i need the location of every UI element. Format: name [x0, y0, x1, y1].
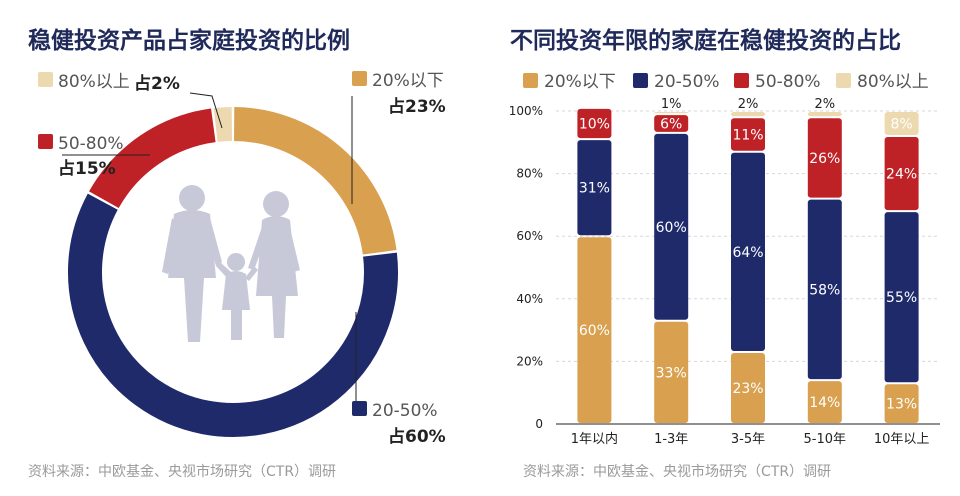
legend-swatch — [734, 73, 749, 88]
bar-segment — [884, 112, 919, 136]
y-tick-label: 100% — [509, 104, 543, 118]
x-tick-label: 10年以上 — [874, 432, 930, 447]
donut-legend-swatch — [352, 401, 367, 416]
bar-value-label: 14% — [809, 395, 840, 411]
donut-legend-swatch — [38, 72, 53, 87]
legend-swatch — [523, 73, 538, 88]
bar-value-label: 10% — [579, 117, 610, 133]
x-tick-label: 5-10年 — [804, 432, 847, 447]
donut-legend-label: 50-80% — [58, 134, 124, 154]
bar-value-label: 60% — [656, 220, 687, 236]
bar-segment — [884, 212, 919, 383]
legend-label: 50-80% — [755, 72, 821, 92]
y-tick-label: 60% — [516, 229, 543, 243]
donut-legend-label: 20%以下 — [372, 71, 444, 91]
bar-value-label: 31% — [579, 181, 610, 197]
x-tick-label: 1年以内 — [571, 431, 618, 447]
donut-slice-4 — [213, 107, 233, 142]
bar-value-label: 26% — [809, 151, 840, 167]
donut-chart-title: 稳健投资产品占家庭投资的比例 — [28, 27, 350, 54]
bar-segment — [577, 108, 612, 139]
bar-segment — [884, 384, 919, 423]
bar-value-label: 55% — [886, 290, 917, 306]
bar-segment — [654, 133, 689, 320]
y-tick-label: 20% — [516, 354, 543, 368]
bar-segment — [577, 140, 612, 236]
right-source-note: 资料来源：中欧基金、央视市场研究（CTR）调研 — [523, 463, 831, 480]
donut-legend-swatch — [38, 134, 53, 149]
bar-value-label: 1% — [661, 97, 682, 112]
bar-segment — [807, 199, 842, 380]
donut-slice-label: 占60% — [388, 426, 446, 447]
donut-slice-label: 占23% — [388, 96, 446, 117]
y-tick-label: 40% — [516, 292, 543, 306]
bar-segment — [807, 381, 842, 423]
x-axis-labels: 1年以内 1-3年 3-5年 5-10年 10年以上 — [571, 431, 930, 447]
bar-value-label: 58% — [809, 282, 840, 298]
bar-segment — [654, 321, 689, 423]
y-tick-label: 0 — [535, 417, 543, 431]
donut-chart — [68, 107, 398, 437]
bar-value-label: 8% — [890, 117, 912, 133]
donut-legend-label: 80%以上 — [58, 72, 130, 92]
bar-value-label: 33% — [656, 365, 687, 381]
legend-label: 20-50% — [654, 72, 720, 92]
legend-swatch — [633, 73, 648, 88]
bar-segment — [654, 112, 689, 114]
x-tick-label: 3-5年 — [731, 432, 765, 447]
bar-value-label: 23% — [732, 381, 763, 397]
family-silhouette-icon — [162, 185, 300, 342]
donut-legend-swatch — [352, 71, 367, 86]
bar-value-label: 13% — [886, 397, 917, 413]
bar-value-label: 2% — [738, 97, 759, 112]
bar-segment — [807, 118, 842, 198]
bar-segment — [654, 115, 689, 132]
bar-value-label: 24% — [886, 167, 917, 183]
bar-value-label: 2% — [814, 97, 835, 112]
bar-value-label: 64% — [732, 245, 763, 261]
bar-segment — [577, 237, 612, 423]
bar-chart-title: 不同投资年限的家庭在稳健投资的占比 — [510, 27, 901, 54]
bar-segment — [731, 152, 765, 352]
legend-label: 80%以上 — [857, 72, 929, 92]
bar-segment — [731, 118, 765, 151]
donut-leader-line — [189, 92, 223, 129]
left-source-note: 资料来源：中欧基金、央视市场研究（CTR）调研 — [28, 463, 336, 480]
donut-slice-label: 占15% — [58, 158, 116, 179]
bar-chart-grid: 0 20% 40% 60% 80% 100% — [509, 104, 940, 431]
legend-swatch — [836, 73, 851, 88]
donut-slice-label: 占2% — [134, 73, 180, 94]
bar-value-label: 11% — [732, 127, 763, 143]
bar-segment — [731, 353, 765, 423]
bar-chart-legend: 20%以下 20-50% 50-80% 80%以上 — [523, 72, 929, 92]
bar-segment — [807, 112, 842, 117]
donut-slice-1 — [233, 107, 397, 255]
bar-segment — [731, 112, 765, 117]
y-tick-label: 80% — [516, 167, 543, 181]
bar-segment — [884, 137, 919, 211]
donut-slice-3 — [89, 108, 216, 209]
legend-label: 20%以下 — [544, 72, 616, 92]
bar-value-label: 60% — [579, 323, 610, 339]
bar-value-label: 6% — [660, 117, 682, 133]
stacked-bars: 60% 31% 10% 33% 60% 6% 1% 23% 64% 11% 2% 14% 58% 26% 2… — [577, 97, 919, 423]
x-tick-label: 1-3年 — [654, 432, 688, 447]
donut-legend-label: 20-50% — [372, 401, 438, 421]
donut-slice-2 — [68, 193, 398, 437]
